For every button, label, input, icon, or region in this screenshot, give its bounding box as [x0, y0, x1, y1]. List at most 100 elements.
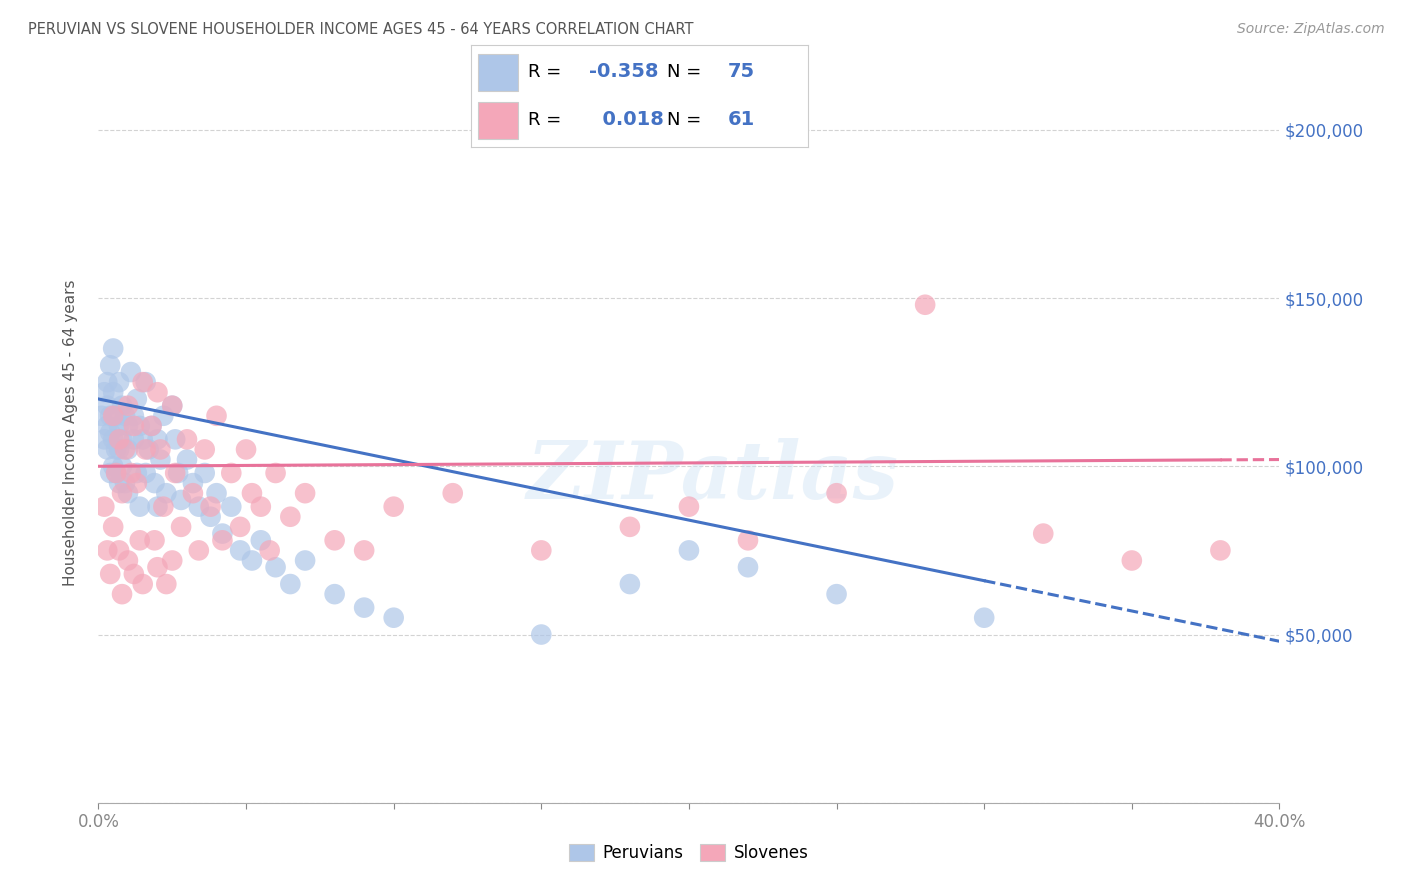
Point [138, 442, 160, 457]
Point [93, 385, 115, 400]
Point [105, 442, 128, 457]
Point [103, 385, 125, 400]
Point [98, 466, 121, 480]
Point [229, 520, 252, 534]
Point [170, 492, 193, 507]
Point [128, 533, 150, 548]
Point [240, 553, 263, 567]
Point [135, 466, 157, 480]
Point [825, 486, 848, 500]
Point [194, 442, 217, 457]
Point [105, 409, 128, 423]
Point [120, 365, 142, 379]
Text: R =: R = [529, 111, 568, 129]
Point [114, 476, 136, 491]
Point [181, 486, 204, 500]
Point [111, 459, 134, 474]
Point [294, 486, 316, 500]
Point [737, 533, 759, 548]
Text: N =: N = [666, 111, 707, 129]
Point [103, 342, 125, 356]
Point [165, 466, 187, 480]
Point [187, 543, 209, 558]
Point [96, 399, 118, 413]
Point [143, 533, 166, 548]
Point [146, 560, 169, 574]
Point [98, 359, 121, 373]
Point [122, 433, 145, 447]
Point [98, 566, 121, 581]
Text: PERUVIAN VS SLOVENE HOUSEHOLDER INCOME AGES 45 - 64 YEARS CORRELATION CHART: PERUVIAN VS SLOVENE HOUSEHOLDER INCOME A… [28, 22, 693, 37]
Point [125, 392, 148, 406]
Point [221, 466, 243, 480]
Point [264, 560, 287, 574]
Point [90, 409, 112, 423]
Point [678, 500, 700, 514]
Point [155, 577, 177, 591]
Point [146, 500, 169, 514]
Point [229, 543, 252, 558]
Point [205, 409, 228, 423]
Point [149, 442, 172, 457]
Point [162, 399, 183, 413]
Point [122, 566, 145, 581]
Point [382, 500, 405, 514]
Point [294, 553, 316, 567]
Point [323, 533, 346, 548]
Point [105, 466, 128, 480]
Point [114, 409, 136, 423]
Point [149, 452, 172, 467]
Point [111, 433, 134, 447]
Bar [478, 102, 519, 139]
Point [111, 486, 134, 500]
Point [141, 418, 163, 433]
Legend: Peruvians, Slovenes: Peruvians, Slovenes [562, 837, 815, 869]
Text: 75: 75 [727, 62, 755, 81]
Point [235, 442, 257, 457]
Point [103, 433, 125, 447]
Point [125, 476, 148, 491]
Point [678, 543, 700, 558]
Y-axis label: Householder Income Ages 45 - 64 years: Householder Income Ages 45 - 64 years [63, 279, 77, 586]
Point [259, 543, 281, 558]
Point [108, 442, 131, 457]
Point [187, 500, 209, 514]
Point [122, 409, 145, 423]
Point [103, 459, 125, 474]
Point [117, 418, 139, 433]
Point [250, 500, 273, 514]
Point [108, 433, 131, 447]
Point [530, 627, 553, 641]
Point [162, 553, 183, 567]
Point [93, 433, 115, 447]
Point [152, 409, 174, 423]
Point [141, 418, 163, 433]
Point [146, 385, 169, 400]
Point [96, 375, 118, 389]
Point [96, 543, 118, 558]
Point [114, 442, 136, 457]
Point [181, 476, 204, 491]
Text: -0.358: -0.358 [589, 62, 658, 81]
Text: N =: N = [666, 62, 707, 81]
Point [264, 466, 287, 480]
Text: R =: R = [529, 62, 568, 81]
Point [211, 526, 233, 541]
Point [128, 500, 150, 514]
Point [1209, 543, 1232, 558]
Point [103, 409, 125, 423]
Point [353, 600, 375, 615]
Point [98, 409, 121, 423]
Point [132, 577, 155, 591]
Point [98, 425, 121, 440]
Point [176, 452, 198, 467]
Point [128, 418, 150, 433]
Point [619, 577, 641, 591]
Text: Source: ZipAtlas.com: Source: ZipAtlas.com [1237, 22, 1385, 37]
Point [194, 466, 217, 480]
Text: 61: 61 [727, 111, 755, 129]
Point [167, 466, 190, 480]
Point [280, 509, 302, 524]
Point [152, 500, 174, 514]
Point [973, 610, 995, 624]
